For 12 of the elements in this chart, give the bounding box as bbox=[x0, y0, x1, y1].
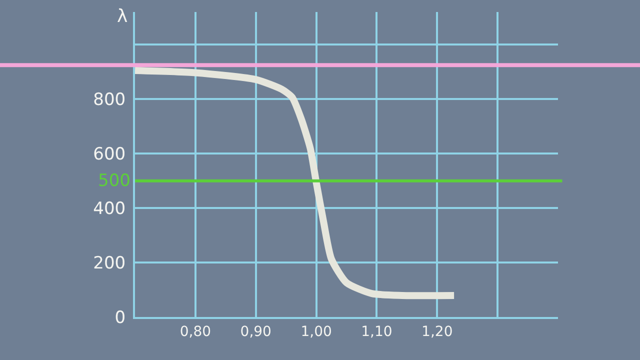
x-tick-label: 1,10 bbox=[361, 324, 392, 340]
y-tick-label: 200 bbox=[93, 253, 126, 274]
x-tick-label: 0,80 bbox=[180, 324, 212, 340]
y-tick-label: 600 bbox=[93, 144, 126, 165]
y-tick-label: 0 bbox=[114, 308, 126, 328]
ref-line-label: 500 bbox=[98, 171, 130, 191]
x-tick-label: 1,20 bbox=[422, 324, 453, 340]
y-tick-label: 400 bbox=[93, 199, 126, 220]
y-axis-title: λ bbox=[117, 6, 128, 27]
x-tick-label: 1,00 bbox=[300, 324, 332, 340]
y-tick-label: 800 bbox=[93, 90, 126, 110]
x-tick-label: 0,90 bbox=[240, 324, 272, 340]
